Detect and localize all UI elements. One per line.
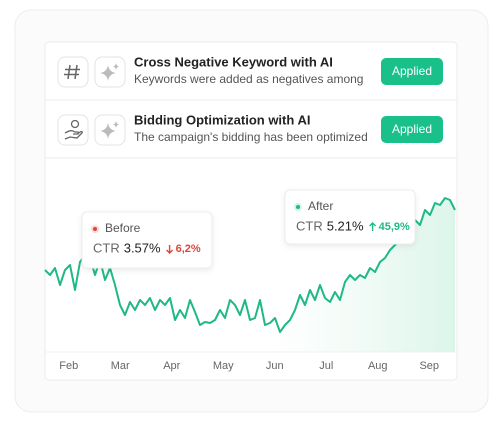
hash-icon [64,64,80,80]
applied-button[interactable] [381,58,443,85]
x-tick-label: Apr [163,360,180,372]
status-dot [296,205,300,209]
line [44,197,456,333]
tooltip-change: 6,2% [176,243,201,255]
status-dot [93,227,97,231]
sparkle-icon [100,121,119,139]
icon-box [57,56,89,88]
applied-button[interactable] [381,116,443,143]
x-tick-label: Mar [111,360,130,372]
sparkle-icon [100,63,119,81]
x-tick-label: Feb [59,360,78,372]
tooltip-value: 3.57% [124,240,161,255]
tooltip-metric: CTR [296,218,323,233]
chart: Feb Mar Apr May Jun Jul Aug Sep [44,197,456,372]
tooltip-label: Before [105,221,141,235]
x-tick-label: May [213,360,234,372]
tooltip-metric: CTR [93,240,120,255]
tooltip-change: 45,9% [379,221,410,233]
icon-box [57,114,89,146]
tooltip-label: After [308,199,333,213]
tooltip [81,211,213,269]
x-tick-label: Aug [368,360,388,372]
button-label[interactable]: Applied [392,64,432,78]
tooltip-value: 5.21% [327,218,364,233]
card-title: Cross Negative Keyword with AI [134,54,333,69]
card-title: Bidding Optimization with AI [134,112,310,127]
area [45,198,455,352]
card-description: The campaign's bidding has been optimize… [134,130,368,144]
change-arrow [166,245,174,254]
card-description: Keywords were added as negatives among [134,72,363,86]
x-tick-label: Sep [419,360,439,372]
x-tick-label: Jul [319,360,333,372]
x-tick-label: Jun [266,360,284,372]
tooltip [284,189,416,245]
hand-coin-icon [64,119,83,140]
change-arrow [369,222,377,231]
button-label[interactable]: Applied [392,122,432,136]
